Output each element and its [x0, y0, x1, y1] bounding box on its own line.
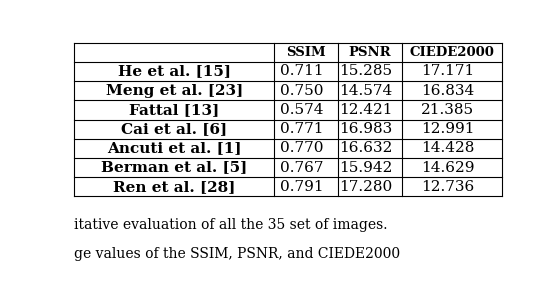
Text: 12.991: 12.991	[421, 122, 474, 136]
Text: 17.280: 17.280	[339, 180, 392, 194]
Text: 0.791: 0.791	[280, 180, 324, 194]
Text: 16.834: 16.834	[421, 84, 474, 98]
Text: 14.428: 14.428	[421, 141, 474, 155]
Text: itative evaluation of all the 35 set of images.: itative evaluation of all the 35 set of …	[74, 218, 388, 232]
Text: 14.629: 14.629	[421, 161, 474, 175]
Text: 16.632: 16.632	[339, 141, 393, 155]
Text: He et al. [15]: He et al. [15]	[118, 64, 231, 78]
Text: 17.171: 17.171	[421, 64, 474, 78]
Text: Berman et al. [5]: Berman et al. [5]	[101, 161, 248, 175]
Text: 14.574: 14.574	[339, 84, 392, 98]
Text: 0.767: 0.767	[280, 161, 324, 175]
Text: Fattal [13]: Fattal [13]	[129, 103, 220, 117]
Text: ge values of the SSIM, PSNR, and CIEDE2000: ge values of the SSIM, PSNR, and CIEDE20…	[74, 247, 400, 261]
Text: CIEDE2000: CIEDE2000	[409, 46, 494, 59]
Text: 15.942: 15.942	[339, 161, 393, 175]
Text: PSNR: PSNR	[349, 46, 391, 59]
Text: Ren et al. [28]: Ren et al. [28]	[113, 180, 236, 194]
Text: 0.711: 0.711	[280, 64, 324, 78]
Text: 16.983: 16.983	[339, 122, 392, 136]
Text: 0.750: 0.750	[280, 84, 324, 98]
Text: 12.736: 12.736	[421, 180, 474, 194]
Text: 0.771: 0.771	[280, 122, 324, 136]
Text: 15.285: 15.285	[339, 64, 392, 78]
Text: SSIM: SSIM	[287, 46, 326, 59]
Text: Cai et al. [6]: Cai et al. [6]	[122, 122, 227, 136]
Text: 0.574: 0.574	[280, 103, 324, 117]
Text: 12.421: 12.421	[339, 103, 393, 117]
Text: 0.770: 0.770	[280, 141, 324, 155]
Text: Ancuti et al. [1]: Ancuti et al. [1]	[107, 141, 242, 155]
Text: 21.385: 21.385	[421, 103, 474, 117]
Text: Meng et al. [23]: Meng et al. [23]	[106, 84, 243, 98]
